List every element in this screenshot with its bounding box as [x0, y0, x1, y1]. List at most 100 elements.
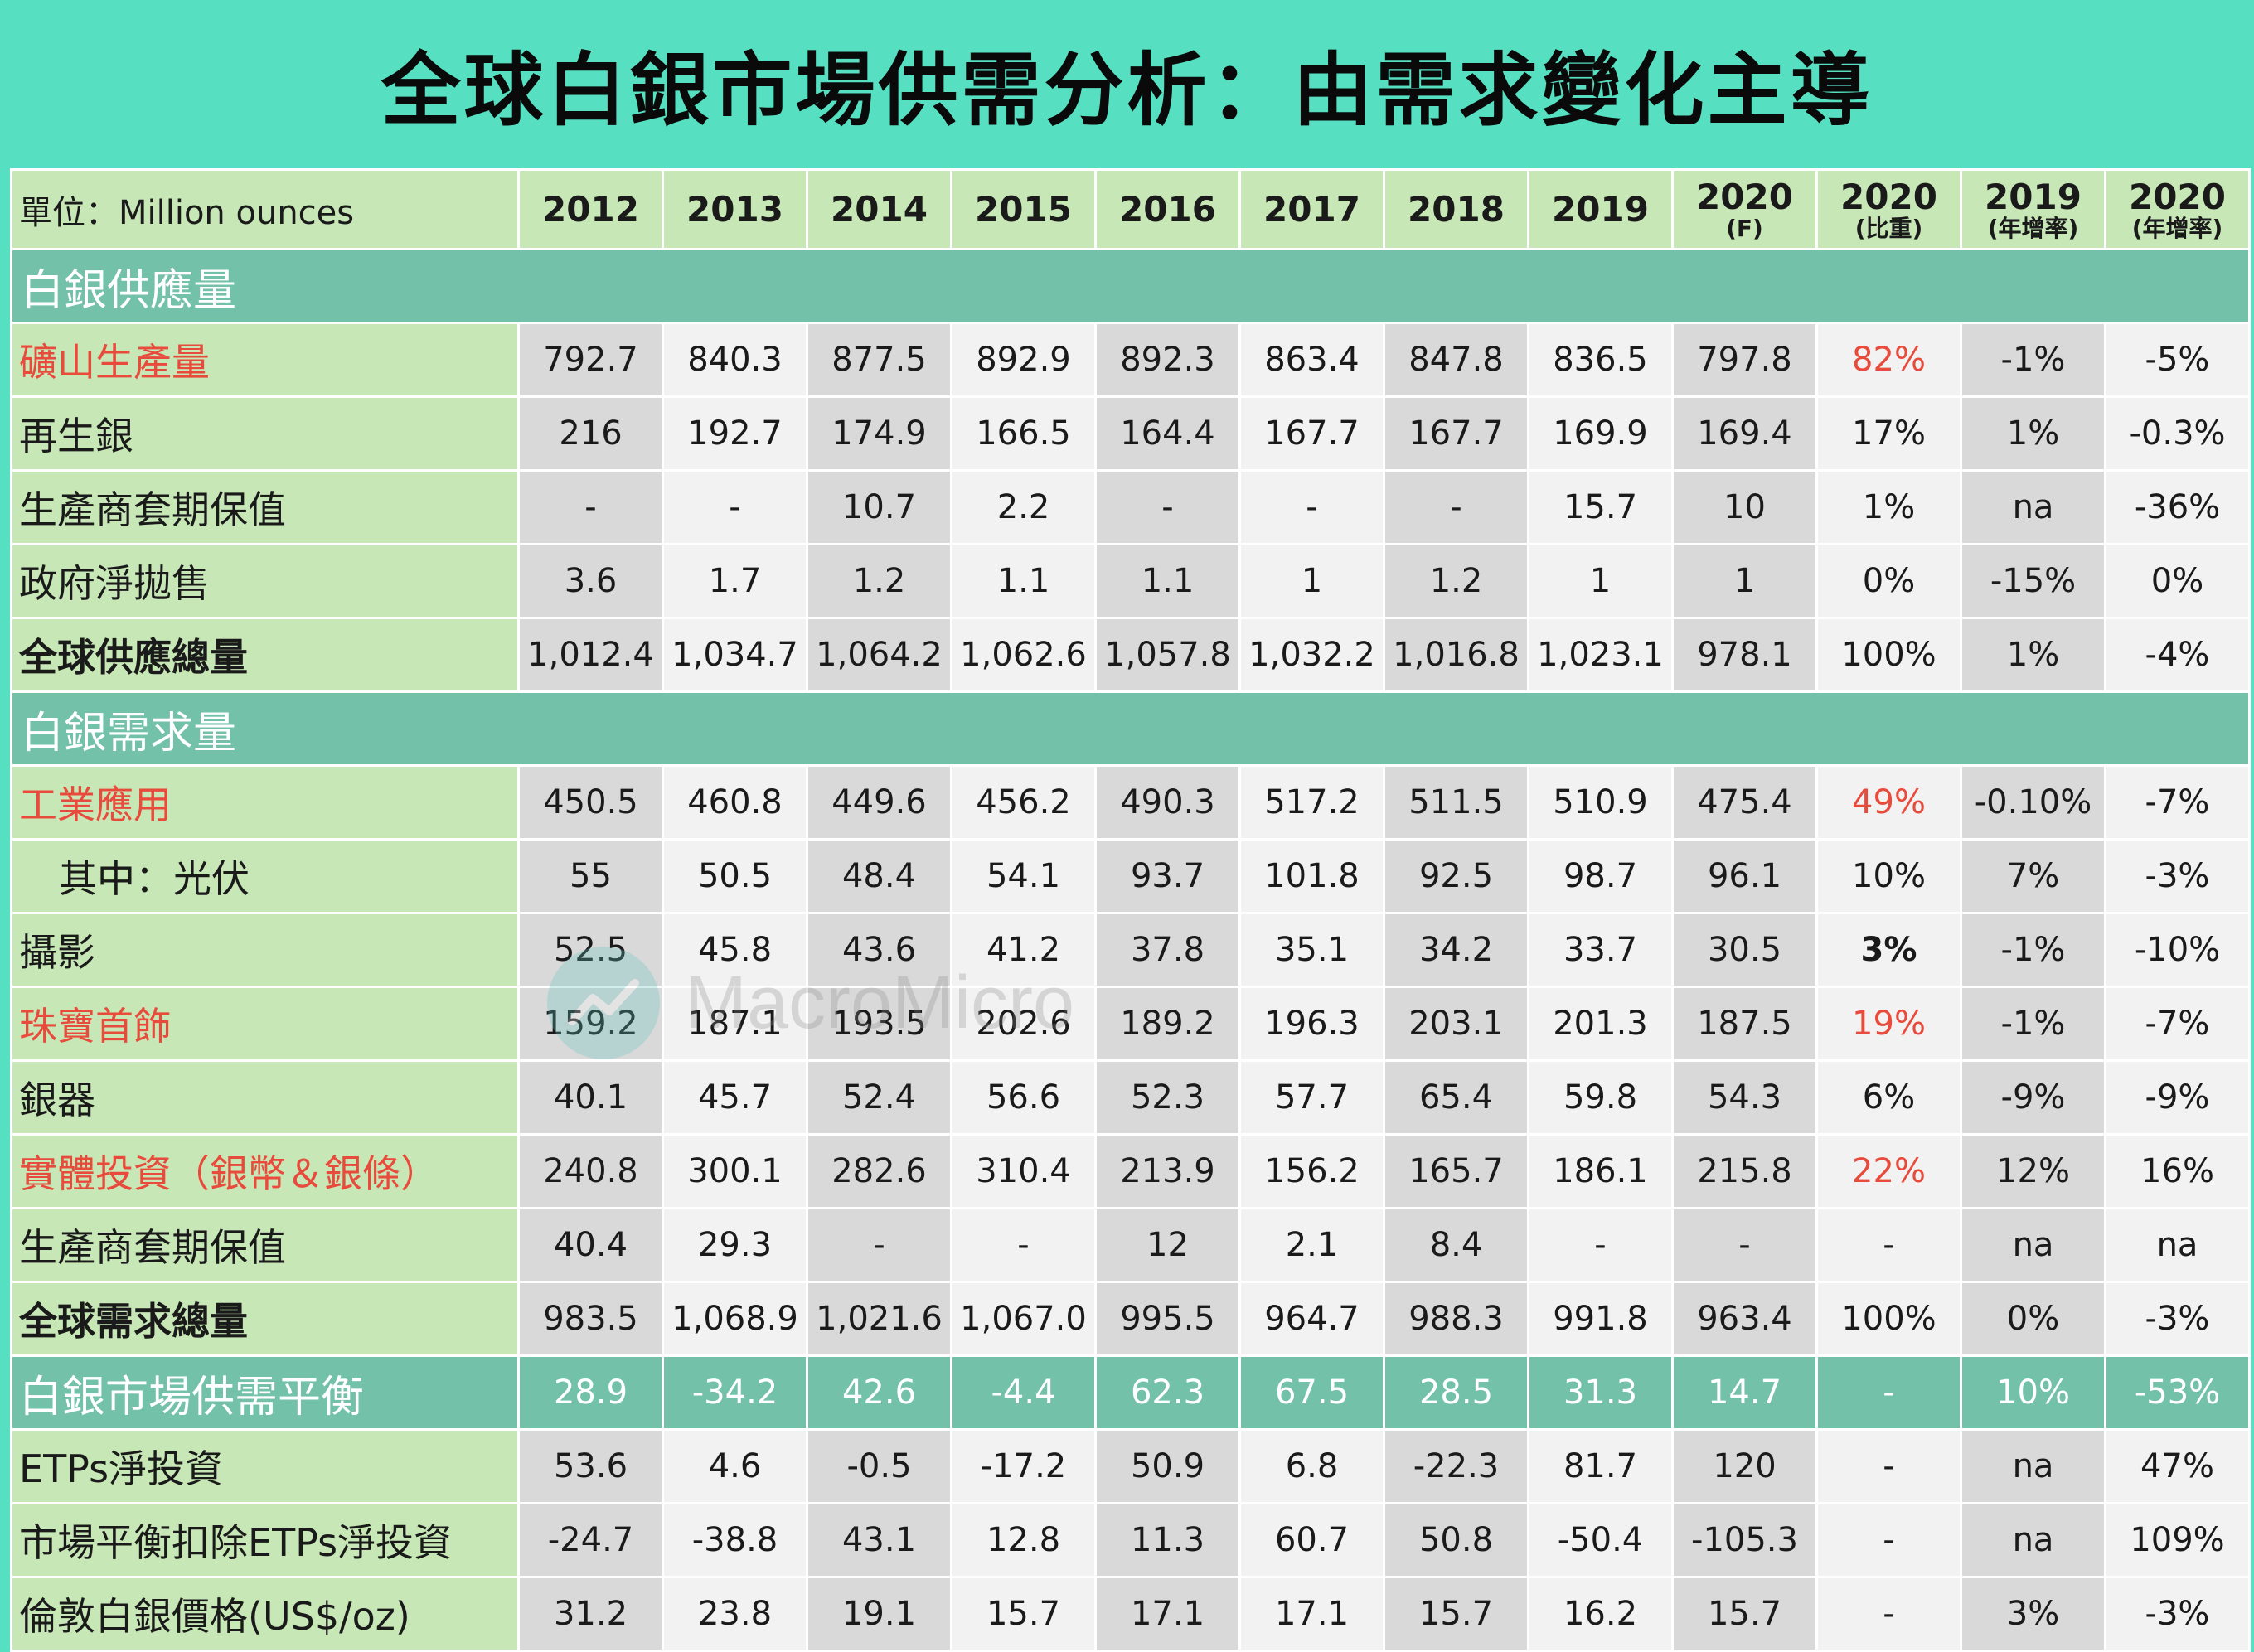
table-cell: 167.7 — [1383, 395, 1529, 472]
table-cell: 1,023.1 — [1527, 617, 1674, 693]
column-header-sub: (年增率) — [1987, 214, 2079, 242]
header-row: 單位：Million ounces 2012 2013 2014 2015 2016 20… — [10, 168, 2251, 250]
table-cell: -0.10% — [1960, 764, 2106, 841]
table-cell: 10 — [1671, 469, 1818, 545]
table-cell: 240.8 — [517, 1133, 664, 1209]
table-cell: - — [1815, 1502, 1962, 1578]
table-cell: 169.9 — [1527, 395, 1674, 472]
table-cell: 12.8 — [950, 1502, 1097, 1578]
table-cell: 877.5 — [806, 322, 952, 398]
table-row: 全球需求總量 983.5 1,068.9 1,021.6 1,067.0 995.5 964… — [10, 1281, 2251, 1357]
table-cell: 12 — [1094, 1207, 1241, 1283]
table-cell: na — [1960, 1502, 2106, 1578]
table-row: 全球供應總量 1,012.4 1,034.7 1,064.2 1,062.6 1,057.… — [10, 617, 2251, 693]
supply-section-header: 白銀供應量 — [10, 248, 2251, 324]
table-cell: 1,062.6 — [950, 617, 1097, 693]
table-cell: - — [1383, 469, 1529, 545]
table-row: 倫敦白銀價格(US$/oz) 31.2 23.8 19.1 15.7 17.1 17.1 15… — [10, 1576, 2251, 1652]
table-cell: 511.5 — [1383, 764, 1529, 841]
row-label: 其中：光伏 — [10, 838, 520, 914]
table-cell: -17.2 — [950, 1428, 1097, 1504]
table-cell: 57.7 — [1238, 1059, 1385, 1136]
table-cell: 1.1 — [1094, 543, 1241, 619]
column-header-8: 2020 (F) — [1671, 168, 1818, 250]
column-header-11: 2020 (年增率) — [2104, 168, 2251, 250]
table-cell: - — [1815, 1354, 1962, 1431]
table-cell: 22% — [1815, 1133, 1962, 1209]
table-cell: -1% — [1960, 986, 2106, 1062]
table-cell: 50.8 — [1383, 1502, 1529, 1578]
table-cell: -38.8 — [662, 1502, 808, 1578]
table-cell: 7% — [1960, 838, 2106, 914]
column-header-2: 2014 — [806, 168, 952, 250]
table-cell: - — [1815, 1428, 1962, 1504]
table-cell: 2.2 — [950, 469, 1097, 545]
table-cell: 510.9 — [1527, 764, 1674, 841]
table-row: ETPs淨投資 53.6 4.6 -0.5 -17.2 50.9 6.8 -22.3 81.7 1… — [10, 1428, 2251, 1504]
table-cell: 15.7 — [1527, 469, 1674, 545]
table-cell: 17% — [1815, 395, 1962, 472]
table-cell: 67.5 — [1238, 1354, 1385, 1431]
table-cell: 43.6 — [806, 912, 952, 988]
table-row: 其中：光伏 55 50.5 48.4 54.1 93.7 101.8 92.5 98.7 96.1… — [10, 838, 2251, 914]
table-cell: 29.3 — [662, 1207, 808, 1283]
table-cell: 167.7 — [1238, 395, 1385, 472]
table-cell: 963.4 — [1671, 1281, 1818, 1357]
table-cell: - — [1815, 1207, 1962, 1283]
row-label: 工業應用 — [10, 764, 520, 841]
table-cell: 1,016.8 — [1383, 617, 1529, 693]
table-cell: 490.3 — [1094, 764, 1241, 841]
table-cell: 156.2 — [1238, 1133, 1385, 1209]
table-cell: -3% — [2104, 1281, 2251, 1357]
table-cell: 60.7 — [1238, 1502, 1385, 1578]
table-row: 再生銀 216 192.7 174.9 166.5 164.4 167.7 167.7 169.… — [10, 395, 2251, 472]
column-header-year: 2020 — [1696, 176, 1793, 217]
unit-label: 單位：Million ounces — [10, 168, 520, 250]
row-label: 礦山生產量 — [10, 322, 520, 398]
table-cell: 164.4 — [1094, 395, 1241, 472]
table-cell: 847.8 — [1383, 322, 1529, 398]
table-cell: -36% — [2104, 469, 2251, 545]
table-cell: 34.2 — [1383, 912, 1529, 988]
table-cell: - — [950, 1207, 1097, 1283]
table-cell: 53.6 — [517, 1428, 664, 1504]
table-cell: 35.1 — [1238, 912, 1385, 988]
column-header-10: 2019 (年增率) — [1960, 168, 2106, 250]
table-cell: 213.9 — [1094, 1133, 1241, 1209]
table-cell: 1.7 — [662, 543, 808, 619]
table-cell: 54.3 — [1671, 1059, 1818, 1136]
table-cell: 28.9 — [517, 1354, 664, 1431]
row-label: 生產商套期保值 — [10, 1207, 520, 1283]
table-cell: 62.3 — [1094, 1354, 1241, 1431]
table-cell: 10% — [1815, 838, 1962, 914]
table-cell: 892.9 — [950, 322, 1097, 398]
column-header-3: 2015 — [950, 168, 1097, 250]
table-cell: 30.5 — [1671, 912, 1818, 988]
column-header-year: 2019 — [1985, 176, 2082, 217]
table-cell: 187.5 — [1671, 986, 1818, 1062]
table-cell: 15.7 — [1671, 1576, 1818, 1652]
column-header-1: 2013 — [662, 168, 808, 250]
table-cell: 202.6 — [950, 986, 1097, 1062]
table-cell: 1 — [1527, 543, 1674, 619]
column-header-year: 2016 — [1119, 188, 1216, 230]
table-cell: 56.6 — [950, 1059, 1097, 1136]
column-header-year: 2020 — [2129, 176, 2226, 217]
column-header-sub: (年增率) — [2131, 214, 2223, 242]
table-cell: 47% — [2104, 1428, 2251, 1504]
table-cell: 43.1 — [806, 1502, 952, 1578]
table-cell: 1,034.7 — [662, 617, 808, 693]
table-cell: 33.7 — [1527, 912, 1674, 988]
table-cell: -3% — [2104, 838, 2251, 914]
table-cell: -3% — [2104, 1576, 2251, 1652]
table-cell: 1 — [1238, 543, 1385, 619]
table-cell: - — [1094, 469, 1241, 545]
table-cell: 1,057.8 — [1094, 617, 1241, 693]
table-row: 市場平衡扣除ETPs淨投資 -24.7 -38.8 43.1 12.8 11.3 60.7 5… — [10, 1502, 2251, 1578]
column-header-7: 2019 — [1527, 168, 1674, 250]
row-label: 再生銀 — [10, 395, 520, 472]
table-cell: 1.2 — [1383, 543, 1529, 619]
table-cell: 6% — [1815, 1059, 1962, 1136]
table-cell: 49% — [1815, 764, 1962, 841]
table-cell: 983.5 — [517, 1281, 664, 1357]
